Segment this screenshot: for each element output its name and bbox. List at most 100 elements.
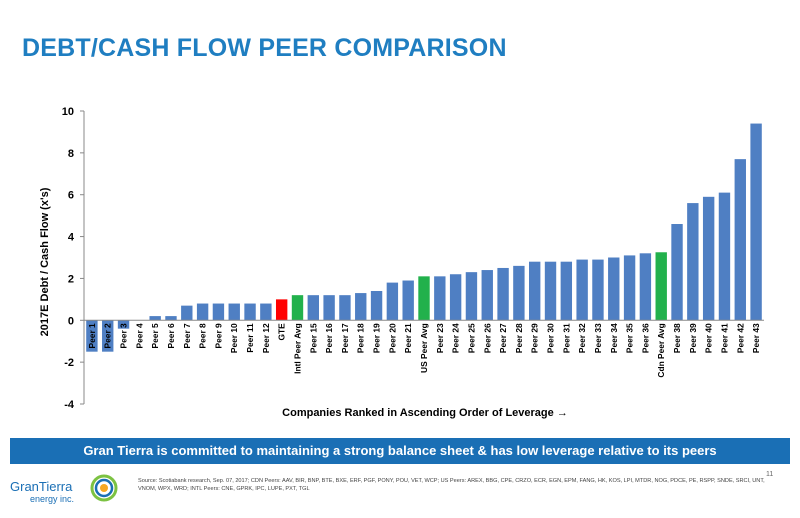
- axes-group: [80, 110, 764, 405]
- bar-peer-34: [608, 257, 620, 321]
- y-tick-label: 8: [68, 148, 74, 160]
- x-tick-label: Peer 36: [640, 323, 650, 353]
- logo-name: GranTierra: [10, 479, 73, 494]
- x-tick-label: Peer 12: [261, 323, 271, 353]
- x-tick-label: Peer 15: [308, 323, 318, 353]
- x-tick-label: Peer 17: [340, 323, 350, 353]
- leverage-bar-chart: Peer 1 Peer 2 Peer 3 Peer 4 Peer 5 Peer 6 Peer…: [39, 106, 764, 419]
- x-tick-label: Peer 39: [688, 323, 698, 353]
- page-number: 11: [766, 471, 774, 478]
- x-tick-label: Peer 21: [403, 323, 413, 353]
- bar-peer-42: [734, 159, 746, 321]
- y-tick-label: 4: [68, 232, 75, 244]
- y-tick-label: 0: [68, 315, 74, 327]
- x-tick-label: Peer 25: [466, 323, 476, 353]
- x-tick-label: Peer 10: [229, 323, 239, 353]
- x-tick-label: GTE: [277, 323, 287, 341]
- bar-peer-30: [544, 261, 557, 321]
- x-tick-label: Peer 34: [609, 323, 619, 353]
- x-tick-label: Peer 23: [435, 323, 445, 353]
- x-tick-label: Peer 26: [482, 323, 492, 353]
- x-tick-label: Peer 33: [593, 323, 603, 353]
- x-tick-label: Peer 2: [103, 323, 113, 348]
- bar-peer-23: [434, 276, 446, 321]
- logo-subtitle: energy inc.: [30, 494, 75, 504]
- source-footnote: Source: Scotiabank research, Sep. 07, 20…: [138, 478, 765, 492]
- bar-peer-26: [481, 270, 493, 321]
- bar-peer-12: [260, 303, 272, 321]
- x-tick-label: Peer 9: [213, 323, 223, 348]
- bars-group: [86, 123, 762, 352]
- bar-peer-32: [576, 259, 588, 321]
- x-tick-label: Peer 3: [119, 323, 129, 348]
- bar-intl-peer-avg: [291, 295, 304, 321]
- x-tick-label: Peer 28: [514, 323, 524, 353]
- bar-peer-2: [102, 320, 114, 352]
- bar-gte: [275, 299, 288, 321]
- x-tick-label: Peer 8: [198, 323, 208, 348]
- bar-peer-10: [228, 303, 240, 321]
- x-tick-label: Cdn Peer Avg: [656, 323, 666, 377]
- x-tick-label: Peer 5: [150, 323, 160, 348]
- y-tick-label: -2: [64, 357, 74, 369]
- bar-peer-31: [560, 261, 573, 321]
- x-tick-label: Peer 6: [166, 323, 176, 348]
- x-tick-label: Peer 31: [561, 323, 571, 353]
- bar-peer-21: [402, 280, 414, 321]
- bar-peer-16: [323, 295, 335, 321]
- y-tick-labels: -4 -2 0 2 4 6 8 10: [62, 106, 75, 411]
- summary-banner: Gran Tierra is committed to maintaining …: [10, 438, 790, 464]
- x-axis-label: Companies Ranked in Ascending Order of L…: [282, 407, 568, 419]
- x-tick-label: Peer 43: [751, 323, 761, 353]
- page-title: DEBT/CASH FLOW PEER COMPARISON: [22, 34, 507, 62]
- bar-peer-38: [671, 224, 683, 321]
- y-tick-label: 6: [68, 190, 74, 202]
- x-tick-label: Peer 27: [498, 323, 508, 353]
- x-tick-label: Peer 38: [672, 323, 682, 353]
- bar-peer-3: [117, 320, 130, 329]
- x-tick-labels: Peer 1 Peer 2 Peer 3 Peer 4 Peer 5 Peer 6 Peer…: [87, 323, 761, 378]
- bar-peer-15: [307, 295, 319, 321]
- bar-peer-20: [386, 282, 399, 321]
- y-tick-label: 10: [62, 106, 74, 118]
- bar-peer-5: [149, 316, 161, 321]
- bar-peer-35: [623, 255, 636, 321]
- x-tick-label: Peer 42: [735, 323, 745, 353]
- x-tick-label: Peer 1: [87, 323, 97, 348]
- gran-tierra-ring-logo-icon: [90, 474, 118, 502]
- x-tick-label: Peer 19: [372, 323, 382, 353]
- bar-peer-25: [465, 272, 478, 321]
- bar-peer-36: [639, 253, 652, 321]
- bar-peer-8: [196, 303, 209, 321]
- bar-peer-9: [212, 303, 225, 321]
- x-tick-label: Peer 16: [324, 323, 334, 353]
- y-axis-label: 2017E Debt / Cash Flow (x's): [39, 187, 51, 336]
- x-tick-label: Peer 11: [245, 323, 255, 353]
- x-tick-label: Peer 7: [182, 323, 192, 348]
- bar-peer-39: [687, 203, 699, 321]
- bar-peer-28: [513, 265, 525, 321]
- bar-peer-17: [339, 295, 351, 321]
- bar-peer-6: [165, 316, 177, 321]
- x-tick-label: Peer 35: [625, 323, 635, 353]
- x-tick-label: Intl Peer Avg: [292, 323, 302, 374]
- x-tick-label: Peer 30: [546, 323, 556, 353]
- bar-us-peer-avg: [418, 276, 430, 321]
- bar-peer-43: [750, 123, 762, 321]
- y-tick-label: -4: [64, 399, 75, 411]
- x-tick-label: Peer 18: [356, 323, 366, 353]
- bar-peer-19: [370, 290, 383, 321]
- x-tick-label: Peer 24: [451, 323, 461, 353]
- bar-peer-7: [181, 305, 193, 321]
- bar-peer-33: [592, 259, 604, 321]
- bar-peer-24: [449, 274, 462, 321]
- bar-peer-18: [355, 293, 367, 321]
- x-tick-label: Peer 40: [704, 323, 714, 353]
- x-tick-label: Peer 4: [134, 323, 144, 348]
- x-tick-label: Peer 20: [387, 323, 397, 353]
- x-tick-label: Peer 29: [530, 323, 540, 353]
- y-tick-label: 2: [68, 273, 74, 285]
- x-tick-label: US Peer Avg: [419, 323, 429, 373]
- bar-cdn-peer-avg: [655, 252, 667, 321]
- bar-peer-40: [702, 196, 715, 321]
